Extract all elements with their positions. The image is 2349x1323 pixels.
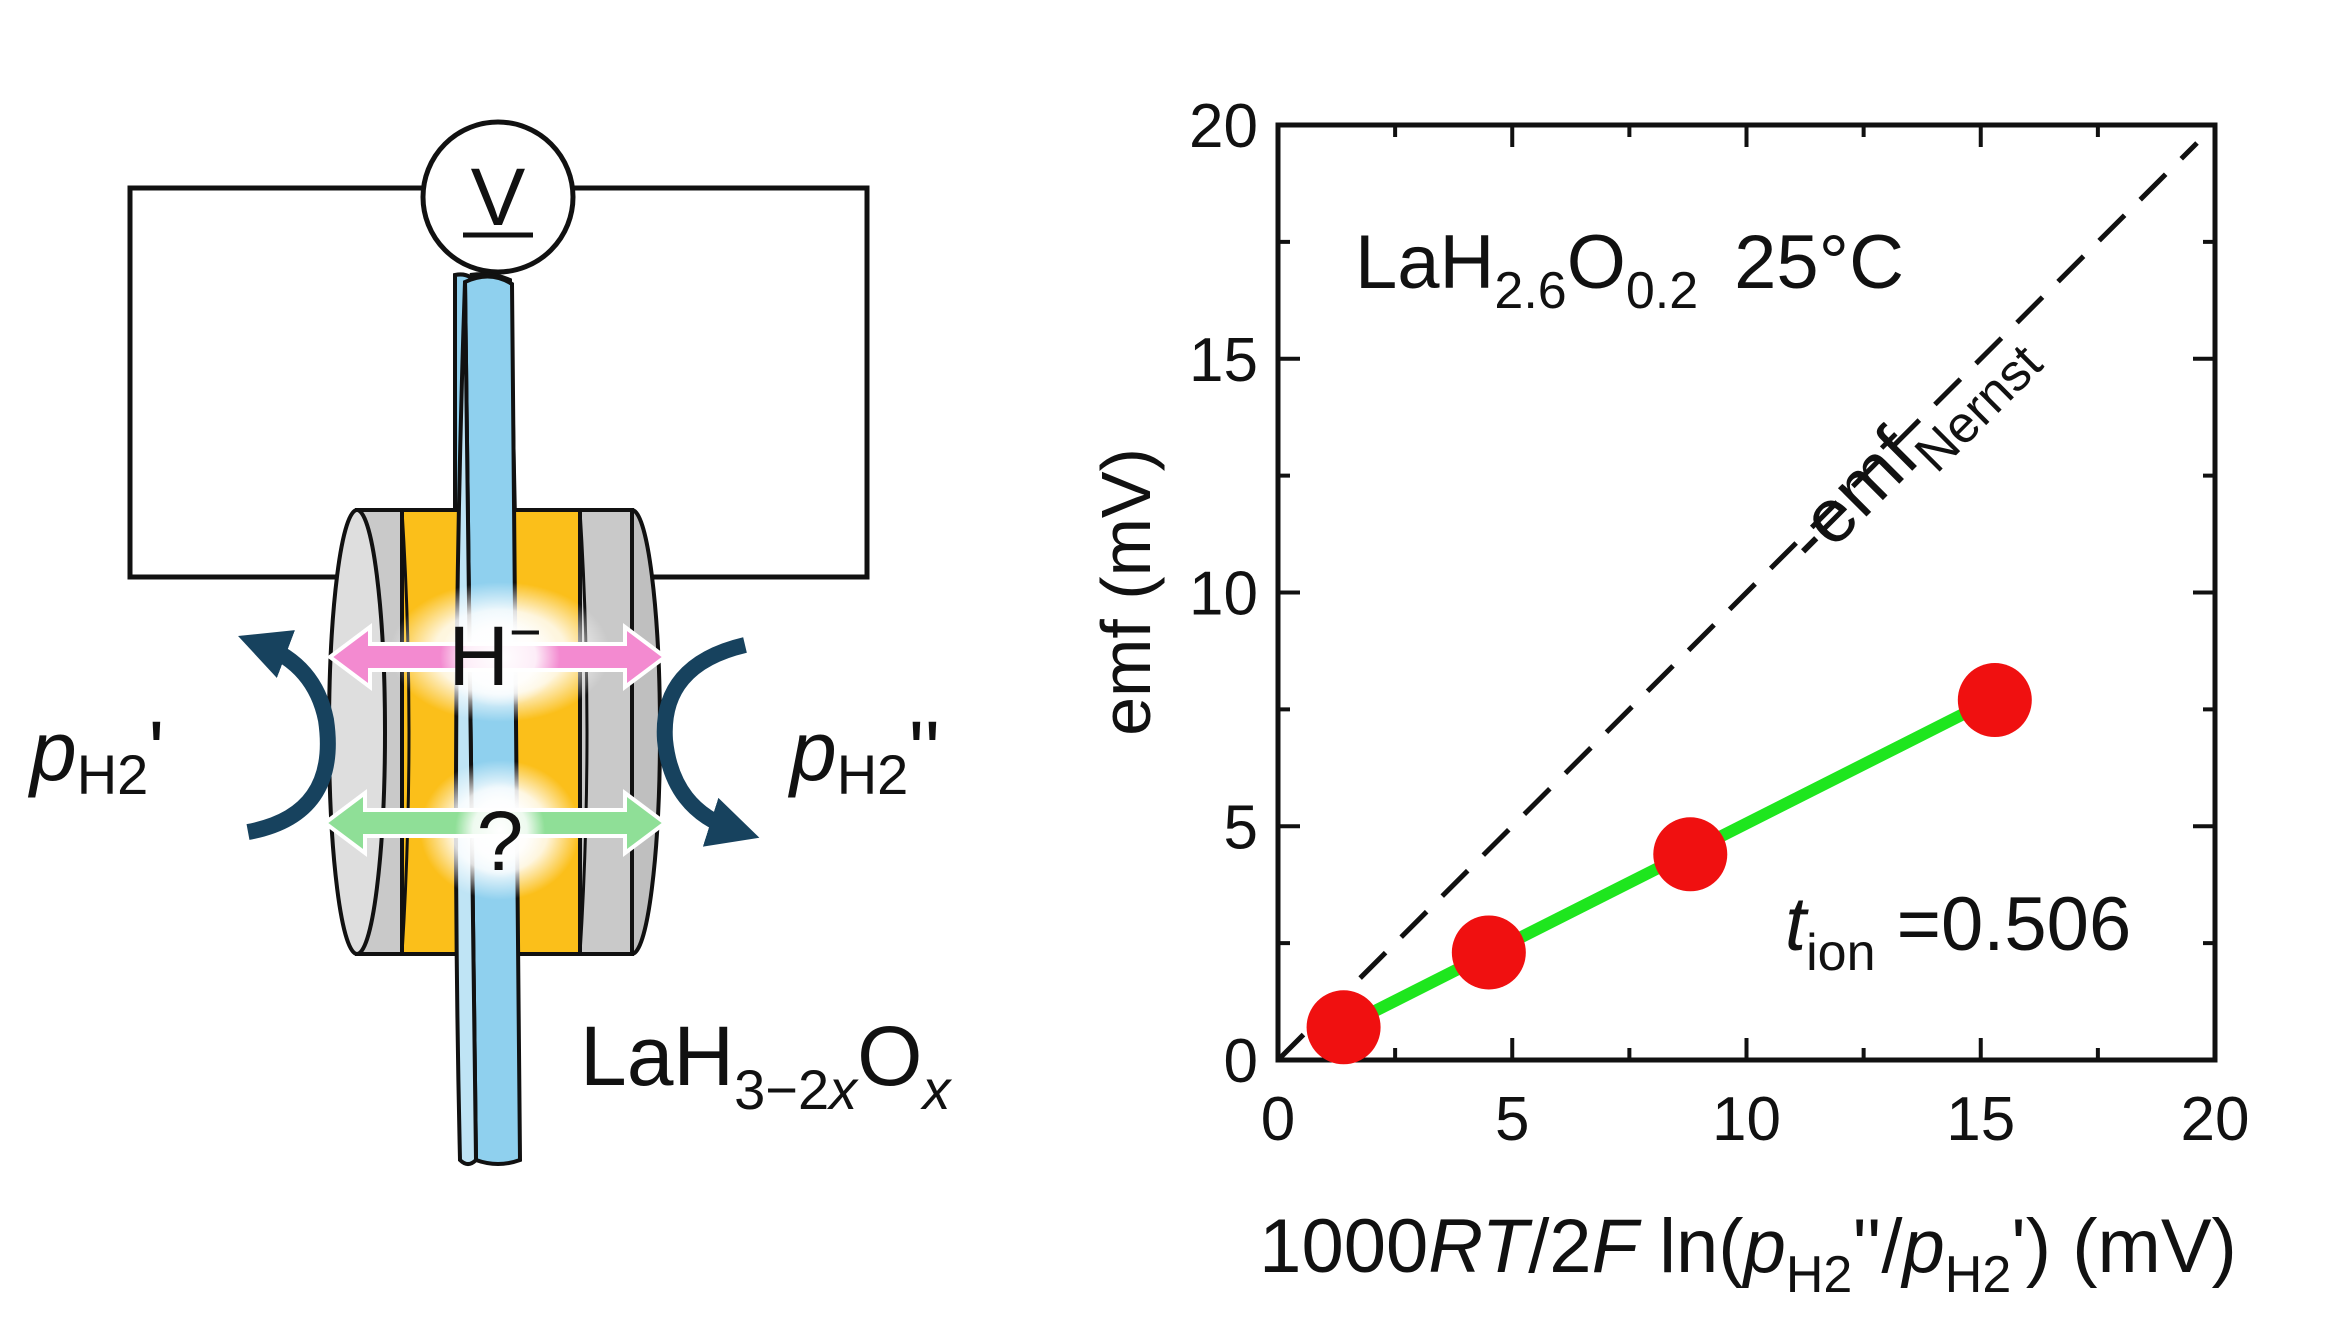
unknown-carrier-label: ? [477,794,524,888]
circuit-wire [127,185,870,580]
cylinder-front-face [327,508,387,956]
data-point [1306,990,1381,1065]
x-tick-label: 20 [2181,1085,2250,1154]
right-electrode-layer [578,508,634,956]
y-tick-label: 15 [1189,326,1258,395]
cell-schematic: V H− [27,119,952,1166]
hydride-ion-label: H− [448,600,541,703]
voltmeter-icon: V [420,119,576,275]
x-tick-label: 0 [1261,1085,1295,1154]
axis-tick-labels: 0 5 10 15 20 0 5 10 15 20 [1189,92,2249,1154]
emf-plot: 0 5 10 15 20 0 5 10 15 20 LaH2.6O0.2 25°C -emfNern… [1087,92,2249,1304]
nernst-dashed-line [1276,141,2199,1062]
x-tick-label: 5 [1495,1085,1529,1154]
right-gas-arrow [656,637,760,847]
axis-ticks [1276,123,2217,1062]
data-points [1306,663,2032,1065]
left-gas-arrow [238,630,336,840]
left-pressure-label: pH2' [27,704,164,806]
tion-annotation: tion =0.506 [1785,882,2131,982]
nernst-annotation: -emfNernst [1767,304,2054,591]
material-label: LaH3−2xOx [580,1009,952,1121]
data-point [1451,915,1526,990]
y-tick-label: 0 [1224,1027,1258,1096]
voltmeter-label: V [471,152,526,243]
sample-annotation: LaH2.6O0.2 25°C [1355,220,1904,320]
right-pressure-label: pH2'' [787,704,940,806]
data-point [1957,663,2032,738]
x-tick-label: 15 [1946,1085,2015,1154]
data-point [1653,817,1728,892]
y-tick-label: 10 [1189,560,1258,629]
y-tick-label: 20 [1189,92,1258,161]
y-tick-label: 5 [1224,793,1258,862]
x-tick-label: 10 [1712,1085,1781,1154]
x-axis-label: 1000RT/2F ln(pH2''/pH2') (mV) [1259,1204,2237,1304]
y-axis-label: emf (mV) [1087,448,1165,736]
